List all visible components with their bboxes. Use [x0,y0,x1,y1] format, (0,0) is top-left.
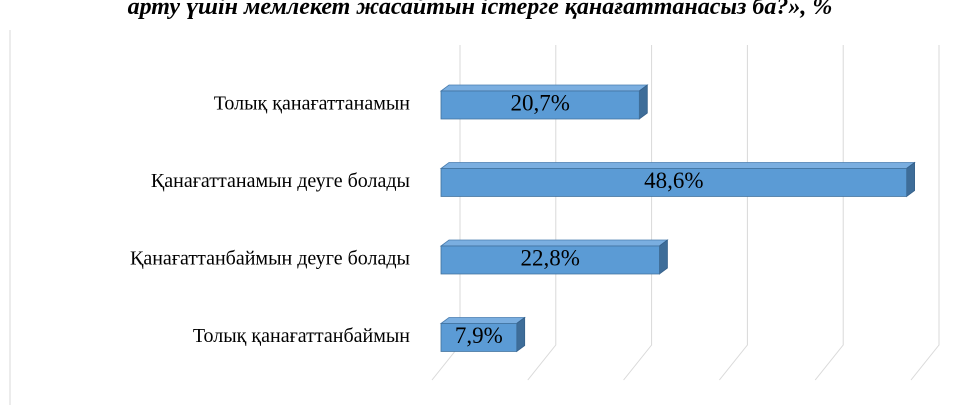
bar-side [659,239,668,275]
chart-title: арту үшін мемлекет жасайтын істерге қана… [128,0,833,20]
bar-side [516,316,526,353]
grid-line [910,45,940,381]
bar-front [440,168,907,197]
grid-line [527,45,557,381]
bar [439,161,916,198]
category-label: Қанағаттанамын деуге болады [151,170,410,192]
grid-line [623,45,653,381]
bar-side [906,161,915,198]
category-label: Толық қанағаттанамын [214,93,411,115]
category-label: Қанағаттанбаймын деуге болады [130,248,410,270]
grid-line [719,45,748,381]
bar-front [440,245,660,275]
bar-front [440,323,518,352]
value-label: 48,6% [644,168,703,193]
category-label: Толық қанағаттанбаймын [193,325,410,347]
bar [439,316,526,353]
value-label: 20,7% [510,90,569,115]
grid-line [814,45,844,381]
value-label: 22,8% [521,245,580,270]
bar [439,239,669,275]
value-label: 7,9% [455,323,503,348]
bar [439,84,649,120]
bar-side [638,84,648,120]
bar-front [440,90,640,120]
